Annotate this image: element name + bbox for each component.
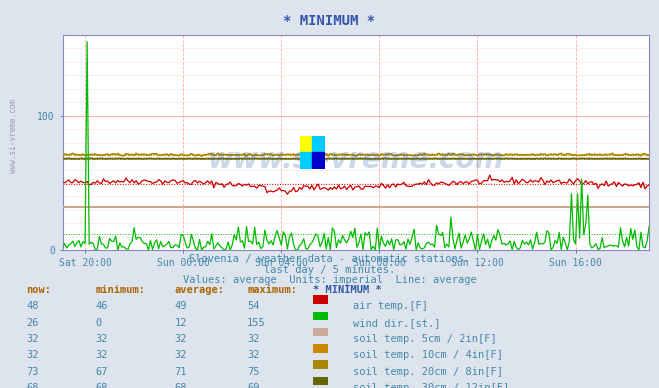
- Text: air temp.[F]: air temp.[F]: [353, 301, 428, 312]
- Text: 71: 71: [175, 367, 187, 377]
- Text: 49: 49: [175, 301, 187, 312]
- Text: 68: 68: [26, 383, 39, 388]
- Text: 32: 32: [96, 350, 108, 360]
- Bar: [300, 152, 312, 169]
- Text: last day / 5 minutes.: last day / 5 minutes.: [264, 265, 395, 275]
- Text: 0: 0: [96, 318, 101, 328]
- Text: 32: 32: [175, 350, 187, 360]
- Text: 46: 46: [96, 301, 108, 312]
- Text: * MINIMUM *: * MINIMUM *: [283, 14, 376, 28]
- Text: 69: 69: [247, 383, 260, 388]
- Text: 48: 48: [26, 301, 39, 312]
- Text: 32: 32: [247, 334, 260, 344]
- Text: 32: 32: [26, 334, 39, 344]
- Text: now:: now:: [26, 285, 51, 295]
- Text: 155: 155: [247, 318, 266, 328]
- Text: 75: 75: [247, 367, 260, 377]
- Bar: [312, 136, 325, 152]
- Text: * MINIMUM *: * MINIMUM *: [313, 285, 382, 295]
- Text: soil temp. 20cm / 8in[F]: soil temp. 20cm / 8in[F]: [353, 367, 503, 377]
- Text: 32: 32: [247, 350, 260, 360]
- Text: soil temp. 5cm / 2in[F]: soil temp. 5cm / 2in[F]: [353, 334, 496, 344]
- Text: Values: average  Units: imperial  Line: average: Values: average Units: imperial Line: av…: [183, 275, 476, 285]
- Text: 54: 54: [247, 301, 260, 312]
- Text: www.si-vreme.com: www.si-vreme.com: [208, 146, 504, 174]
- Text: 32: 32: [96, 334, 108, 344]
- Text: 67: 67: [96, 367, 108, 377]
- Text: minimum:: minimum:: [96, 285, 146, 295]
- Text: 73: 73: [26, 367, 39, 377]
- Text: soil temp. 30cm / 12in[F]: soil temp. 30cm / 12in[F]: [353, 383, 509, 388]
- Text: average:: average:: [175, 285, 225, 295]
- Bar: [312, 152, 325, 169]
- Text: www.si-vreme.com: www.si-vreme.com: [9, 99, 18, 173]
- Text: soil temp. 10cm / 4in[F]: soil temp. 10cm / 4in[F]: [353, 350, 503, 360]
- Text: Slovenia / weather data - automatic stations.: Slovenia / weather data - automatic stat…: [189, 254, 470, 264]
- Text: 68: 68: [175, 383, 187, 388]
- Text: 26: 26: [26, 318, 39, 328]
- Text: 32: 32: [26, 350, 39, 360]
- Text: 12: 12: [175, 318, 187, 328]
- Bar: [300, 136, 312, 152]
- Text: wind dir.[st.]: wind dir.[st.]: [353, 318, 440, 328]
- Text: 68: 68: [96, 383, 108, 388]
- Text: maximum:: maximum:: [247, 285, 297, 295]
- Text: 32: 32: [175, 334, 187, 344]
